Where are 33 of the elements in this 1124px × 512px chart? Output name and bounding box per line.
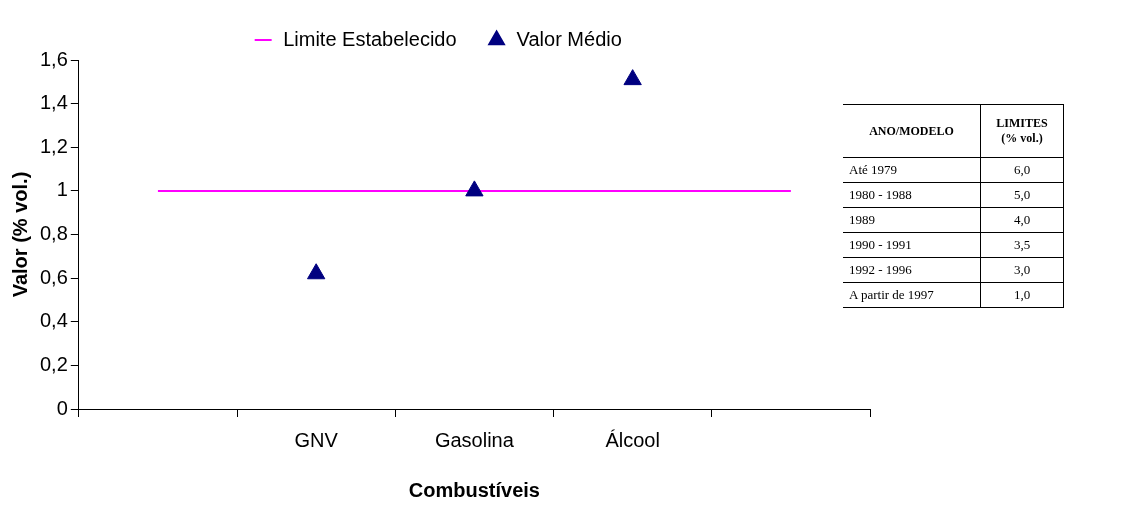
y-tick-label: 1,4 xyxy=(39,91,68,114)
text: Até 1979 xyxy=(849,162,898,177)
y-axis-title: Valor (% vol.) xyxy=(8,171,31,298)
y-tick-label: 1 xyxy=(56,178,68,201)
text: 3,5 xyxy=(1013,237,1031,252)
y-tick-label: 1,6 xyxy=(39,47,68,70)
x-axis-title: Combustíveis xyxy=(408,478,540,501)
text: 1989 xyxy=(849,212,875,227)
point xyxy=(307,263,326,280)
y-tick-label: 0,4 xyxy=(39,309,68,332)
text: 3,0 xyxy=(1013,262,1031,277)
point xyxy=(465,180,484,197)
category-label: ANO/MODELO xyxy=(843,104,981,158)
text: 4,0 xyxy=(1013,212,1031,227)
text: 1992 - 1996 xyxy=(849,262,912,277)
y-tick-label: 0,2 xyxy=(39,352,68,375)
category-label: LIMITES (% vol.) xyxy=(980,104,1064,158)
text: 1,0 xyxy=(1013,287,1031,302)
x-tick-label: Álcool xyxy=(605,428,660,451)
point xyxy=(623,69,642,86)
text: 1980 - 1988 xyxy=(849,187,912,202)
y-tick-label: 0,6 xyxy=(39,265,68,288)
y-tick-label: 1,2 xyxy=(39,134,68,157)
y-tick-label: 0,8 xyxy=(39,222,68,245)
x-tick-label: Gasolina xyxy=(434,428,515,451)
legend-label: Valor Médio xyxy=(516,27,622,50)
text: 5,0 xyxy=(1013,187,1031,202)
text: A partir de 1997 xyxy=(849,287,934,302)
legend-label: Limite Estabelecido xyxy=(283,27,457,50)
x-tick-label: GNV xyxy=(294,428,339,451)
y-tick-label: 0 xyxy=(56,396,68,419)
text: 6,0 xyxy=(1013,162,1031,177)
text: 1990 - 1991 xyxy=(849,237,912,252)
